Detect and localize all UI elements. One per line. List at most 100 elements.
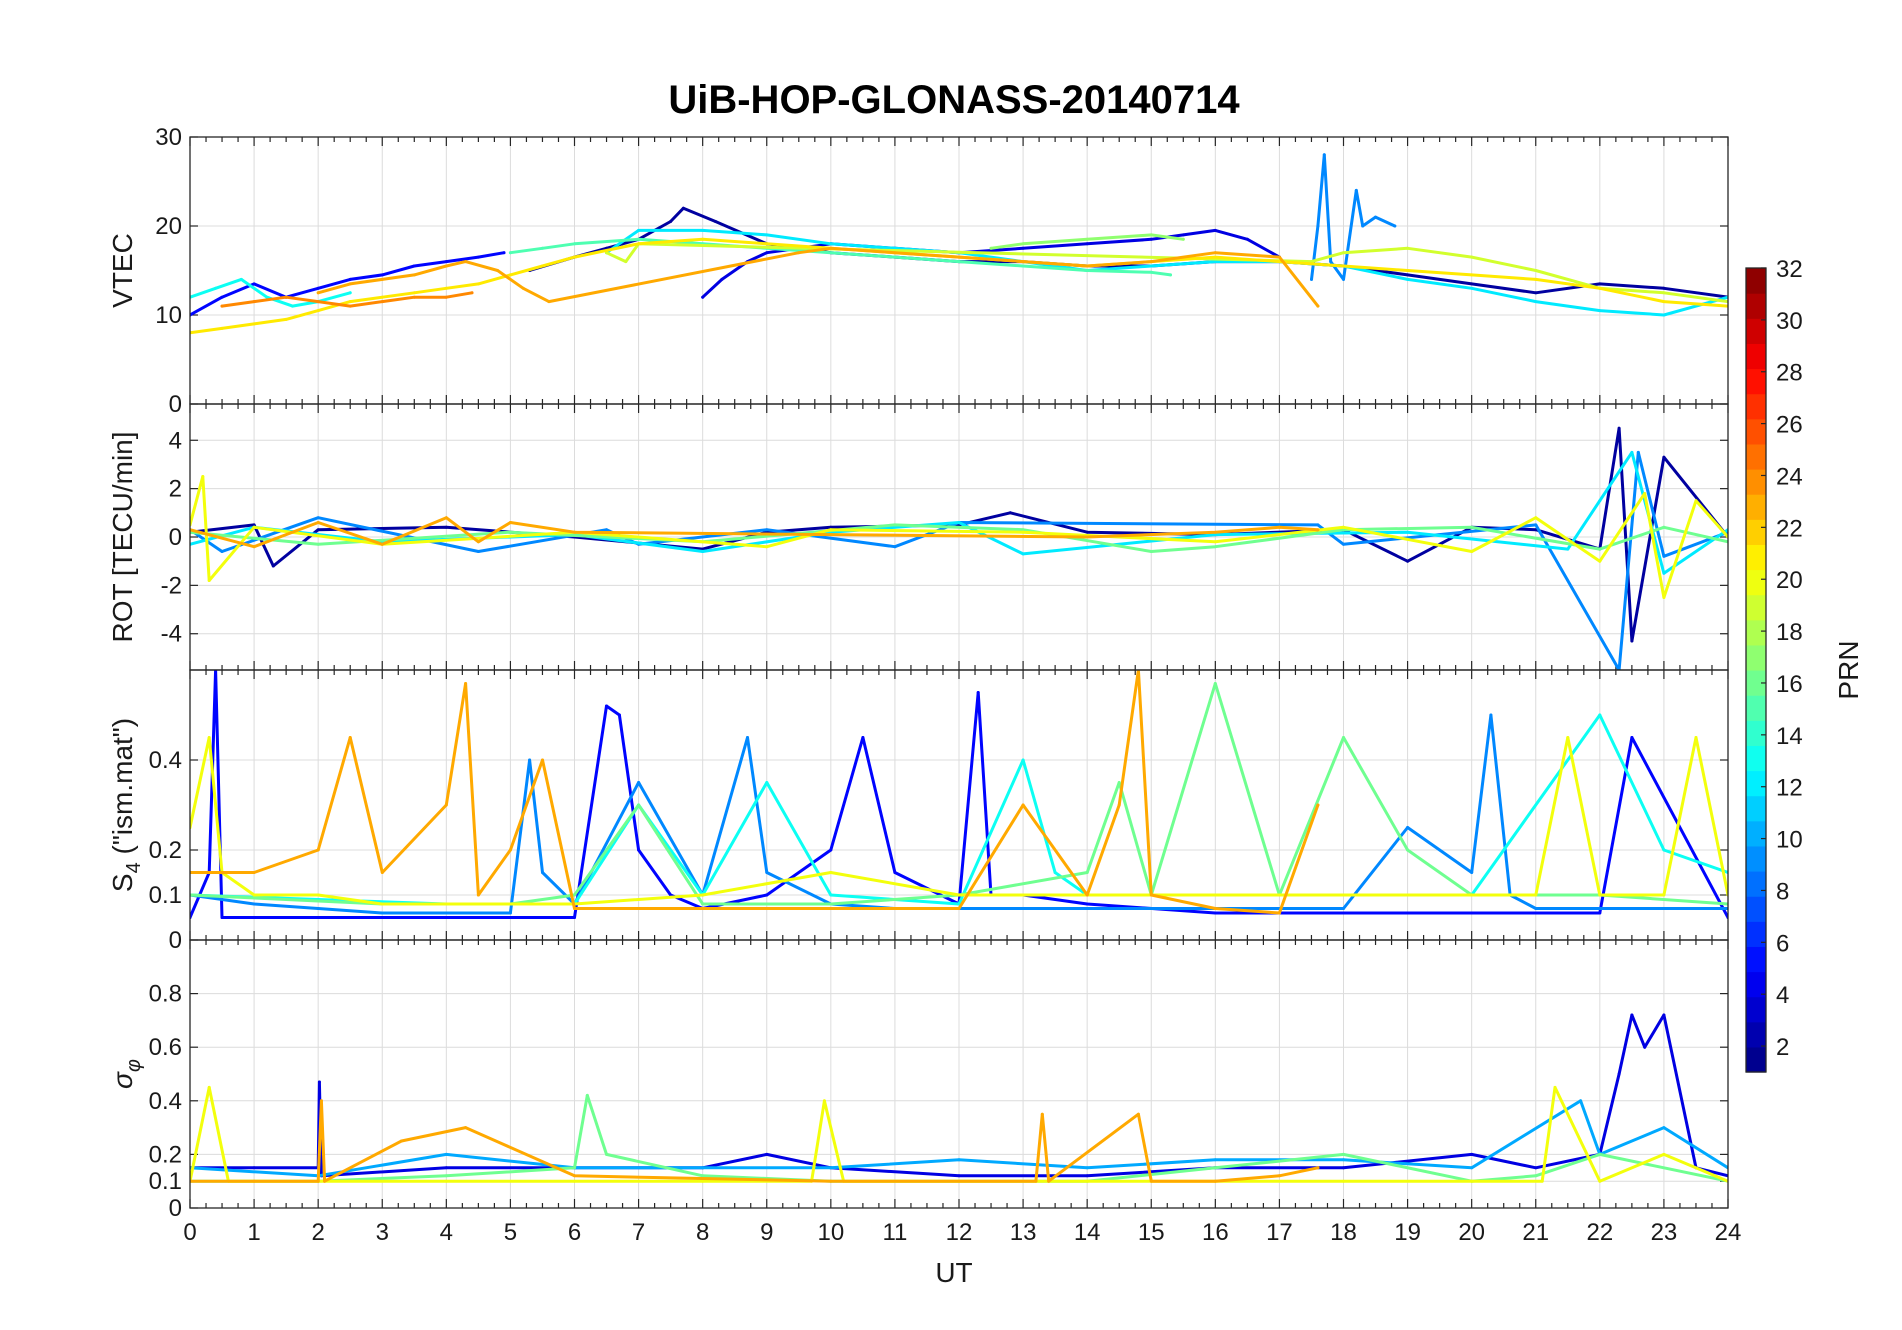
vtec-point: [291, 304, 294, 308]
vtec-point: [316, 291, 320, 295]
y-axis-label-vtec: VTEC: [107, 233, 138, 308]
sigma-phi-point: [1085, 1174, 1089, 1178]
sigma-phi-point: [1213, 1179, 1217, 1183]
s4-point: [252, 902, 256, 906]
sigma-phi-point: [829, 1166, 833, 1170]
vtec-point: [444, 264, 448, 268]
sigma-phi-point: [1149, 1179, 1153, 1183]
vtec-point: [239, 277, 243, 281]
s4-point: [316, 848, 320, 852]
s4-point: [829, 893, 833, 897]
rot-point: [316, 521, 320, 524]
vtec-point: [1213, 260, 1217, 264]
vtec-point: [1213, 228, 1217, 232]
rot-point: [444, 525, 448, 529]
x-tick-label: 13: [1010, 1219, 1037, 1246]
s4-point: [1316, 803, 1320, 807]
sigma-phi-point: [1047, 1179, 1051, 1183]
rot-point: [271, 564, 275, 568]
sigma-phi-point: [1470, 1166, 1474, 1170]
vtec-point: [797, 251, 801, 255]
sigma-phi-point: [585, 1093, 589, 1097]
sigma-phi-series-group: [190, 1013, 1728, 1183]
x-tick-label: 18: [1330, 1219, 1357, 1246]
colorbar-tick-label: 14: [1776, 723, 1803, 750]
x-tick-label: 21: [1522, 1219, 1549, 1246]
vtec-point: [1534, 291, 1538, 295]
s4-point: [1342, 736, 1345, 739]
x-tick-label: 10: [817, 1219, 844, 1246]
sigma-phi-point: [444, 1152, 448, 1156]
s4-point: [380, 916, 384, 919]
rot-point: [508, 521, 512, 524]
s4-point: [1566, 736, 1570, 739]
s4-point: [1117, 781, 1121, 784]
vtec-point: [1213, 251, 1217, 255]
colorbar-tick-label: 28: [1776, 360, 1803, 387]
vtec-point: [701, 295, 705, 299]
vtec-point: [1470, 255, 1474, 259]
vtec-point: [541, 264, 544, 268]
rot-point: [1021, 530, 1025, 534]
x-tick-label: 5: [504, 1219, 517, 1246]
rot-point: [1316, 523, 1320, 527]
rot-point: [1662, 525, 1666, 529]
vtec-point: [1662, 291, 1666, 295]
s4-point: [508, 848, 512, 852]
sigma-phi-point: [573, 1174, 576, 1178]
sigma-phi-point: [1034, 1179, 1038, 1183]
vtec-point: [957, 260, 961, 264]
vtec-point: [1534, 277, 1538, 281]
s4-point: [1342, 911, 1345, 915]
y-tick-label: 0.8: [149, 981, 182, 1008]
vtec-point: [348, 282, 352, 286]
vtec-point: [1021, 264, 1025, 268]
vtec-point: [214, 286, 218, 290]
y-label-sub: 4: [123, 862, 145, 873]
s4-point: [207, 736, 211, 739]
vtec-point: [1181, 233, 1185, 237]
sigma-phi-point: [1085, 1166, 1089, 1170]
x-tick-label: 20: [1458, 1219, 1485, 1246]
colorbar-swatch: [1746, 971, 1766, 998]
vtec-series-prn-9: [1310, 153, 1397, 281]
rot-point: [573, 530, 576, 534]
rot-point: [316, 528, 320, 532]
s4-point: [220, 916, 224, 919]
vtec-point: [1149, 260, 1153, 264]
sigma-phi-point: [1342, 1179, 1345, 1183]
rot-point: [1406, 530, 1410, 534]
rot-point: [1617, 426, 1621, 430]
vtec-point: [765, 242, 769, 246]
rot-point: [1534, 516, 1538, 520]
sigma-phi-point: [323, 1179, 327, 1183]
s4-point: [861, 736, 865, 739]
colorbar-tick-label: 24: [1776, 463, 1803, 490]
s4-point: [1085, 902, 1089, 906]
rot-point: [1021, 528, 1025, 532]
rot-point: [1470, 550, 1474, 553]
s4-point: [1213, 907, 1217, 910]
vtec-point: [1406, 273, 1410, 277]
vtec-point: [476, 282, 480, 286]
rot-point: [1342, 542, 1345, 546]
rot-point: [1213, 545, 1217, 549]
vtec-point: [464, 260, 468, 264]
s4-point: [957, 893, 961, 897]
s4-point: [444, 902, 448, 906]
s4-point: [765, 871, 769, 874]
panel-vtec: 0 10 20 30 VTEC: [107, 124, 1729, 418]
colorbar-swatch: [1746, 619, 1766, 646]
sigma-phi-point: [1553, 1085, 1557, 1089]
vtec-point: [765, 251, 769, 255]
x-tick-label: 1: [247, 1219, 260, 1246]
colorbar-tick-label: 18: [1776, 619, 1803, 646]
vtec-point: [412, 273, 416, 277]
colorbar-swatch: [1746, 418, 1766, 445]
sigma-phi-point: [1470, 1152, 1474, 1156]
vtec-point: [1342, 251, 1345, 255]
vtec-point: [1342, 277, 1345, 281]
vtec-point: [444, 286, 448, 290]
colorbar-swatch: [1746, 820, 1766, 847]
vtec-point: [470, 291, 474, 295]
